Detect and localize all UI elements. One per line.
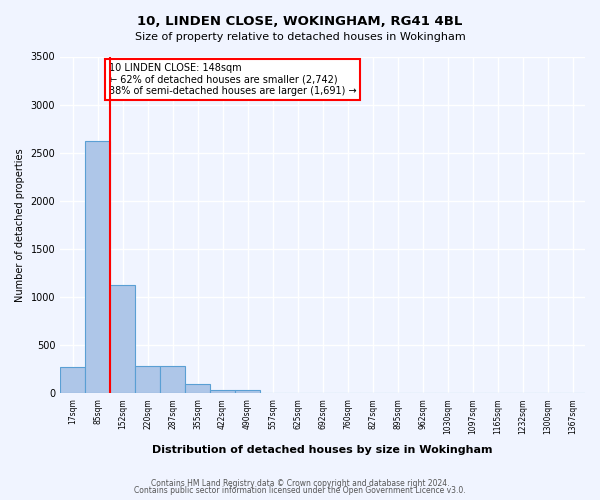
Bar bbox=[235, 390, 260, 394]
X-axis label: Distribution of detached houses by size in Wokingham: Distribution of detached houses by size … bbox=[152, 445, 493, 455]
Text: 10, LINDEN CLOSE, WOKINGHAM, RG41 4BL: 10, LINDEN CLOSE, WOKINGHAM, RG41 4BL bbox=[137, 15, 463, 28]
Bar bbox=[160, 366, 185, 394]
Text: 10 LINDEN CLOSE: 148sqm
← 62% of detached houses are smaller (2,742)
38% of semi: 10 LINDEN CLOSE: 148sqm ← 62% of detache… bbox=[109, 63, 356, 96]
Bar bbox=[60, 367, 85, 394]
Bar bbox=[135, 366, 160, 394]
Text: Contains HM Land Registry data © Crown copyright and database right 2024.: Contains HM Land Registry data © Crown c… bbox=[151, 478, 449, 488]
Text: Size of property relative to detached houses in Wokingham: Size of property relative to detached ho… bbox=[134, 32, 466, 42]
Bar bbox=[210, 390, 235, 394]
Y-axis label: Number of detached properties: Number of detached properties bbox=[15, 148, 25, 302]
Bar bbox=[110, 285, 135, 394]
Bar bbox=[185, 384, 210, 394]
Text: Contains public sector information licensed under the Open Government Licence v3: Contains public sector information licen… bbox=[134, 486, 466, 495]
Bar bbox=[85, 140, 110, 394]
